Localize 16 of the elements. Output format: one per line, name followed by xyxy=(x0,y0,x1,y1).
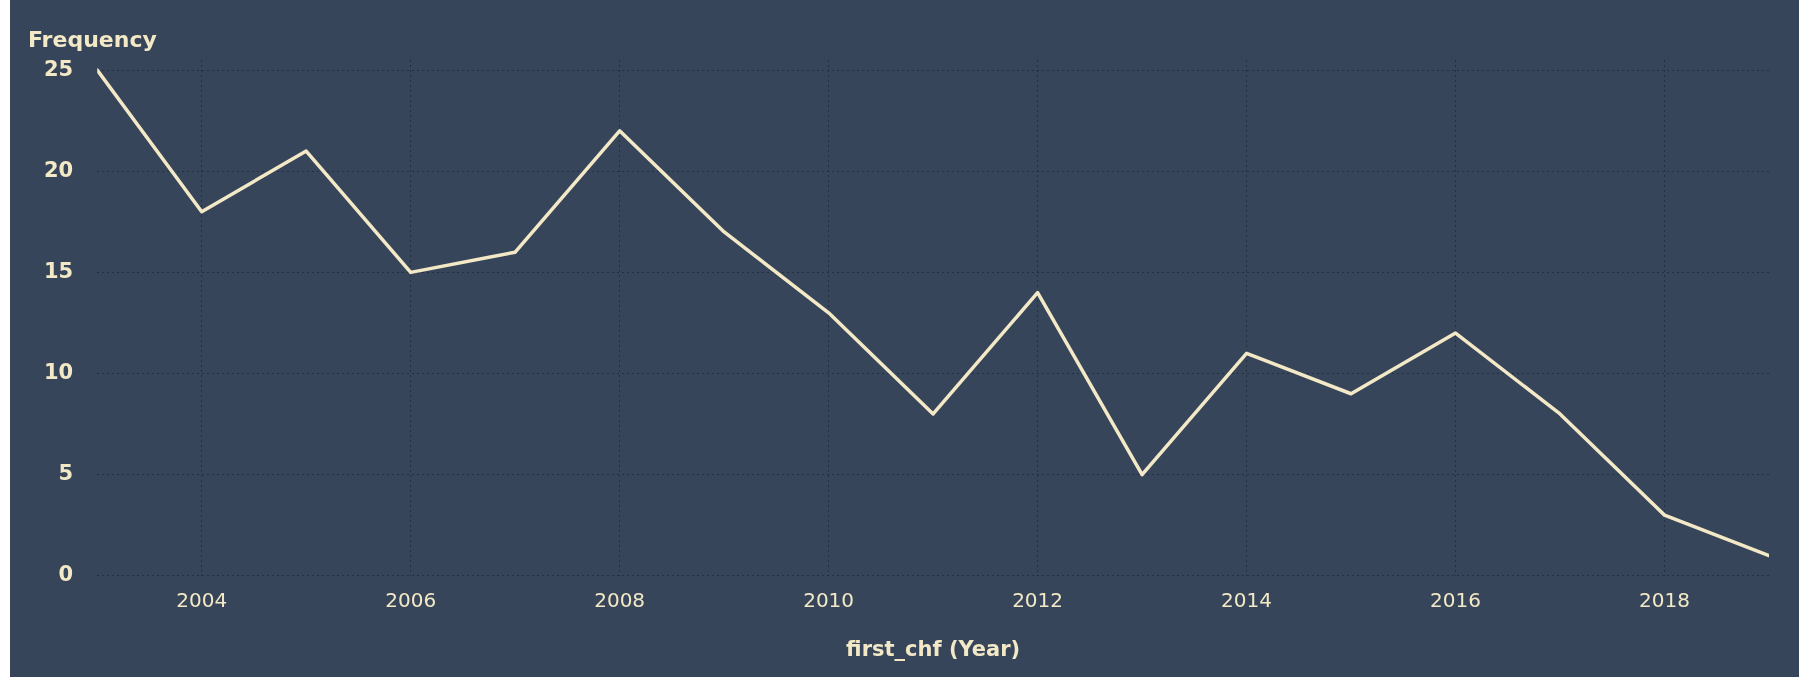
x-tick-label: 2018 xyxy=(1639,588,1690,612)
x-tick-label: 2008 xyxy=(594,588,646,612)
x-tick-label: 2010 xyxy=(803,588,855,612)
y-tick-label: 10 xyxy=(43,359,74,384)
y-axis-title: Frequency xyxy=(28,26,157,52)
x-axis-title: first_chf (Year) xyxy=(846,636,1021,661)
x-tick-label: 2006 xyxy=(385,588,437,612)
x-tick-label: 2014 xyxy=(1221,588,1273,612)
y-tick-label: 20 xyxy=(43,157,74,182)
y-tick-label: 15 xyxy=(43,258,74,283)
x-tick-label: 2016 xyxy=(1430,588,1481,612)
y-tick-label: 5 xyxy=(58,461,74,486)
y-tick-label: 0 xyxy=(58,562,74,587)
y-tick-label: 25 xyxy=(43,56,74,81)
x-tick-label: 2012 xyxy=(1012,588,1064,612)
x-tick-label: 2004 xyxy=(176,588,228,612)
